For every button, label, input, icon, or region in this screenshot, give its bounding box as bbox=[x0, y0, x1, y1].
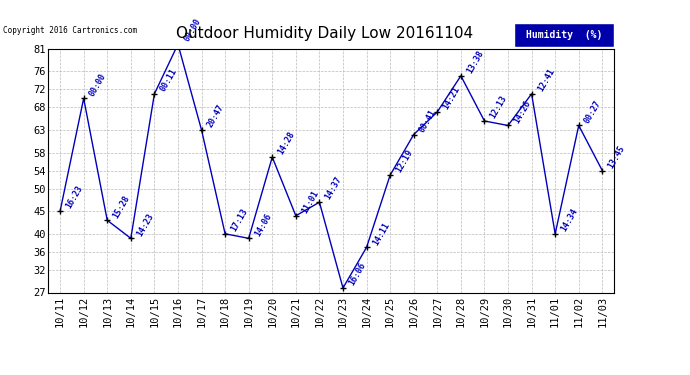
Text: 12:13: 12:13 bbox=[489, 94, 509, 120]
Text: 00:41: 00:41 bbox=[418, 108, 438, 134]
Text: 15:28: 15:28 bbox=[111, 194, 132, 219]
Text: 16:06: 16:06 bbox=[347, 261, 368, 287]
Text: 14:28: 14:28 bbox=[277, 130, 297, 156]
Text: Humidity  (%): Humidity (%) bbox=[526, 30, 602, 40]
Text: 14:37: 14:37 bbox=[324, 175, 344, 201]
Text: 17:13: 17:13 bbox=[229, 207, 250, 233]
Text: 11:01: 11:01 bbox=[300, 189, 320, 215]
Text: 14:21: 14:21 bbox=[442, 85, 462, 111]
Text: 14:06: 14:06 bbox=[253, 211, 273, 237]
Text: Outdoor Humidity Daily Low 20161104: Outdoor Humidity Daily Low 20161104 bbox=[176, 26, 473, 41]
Text: 00:00: 00:00 bbox=[88, 72, 108, 98]
Text: 00:00: 00:00 bbox=[182, 17, 202, 44]
Text: 14:26: 14:26 bbox=[512, 99, 533, 125]
Text: 00:11: 00:11 bbox=[159, 67, 179, 93]
Text: 16:23: 16:23 bbox=[64, 184, 85, 210]
Text: Copyright 2016 Cartronics.com: Copyright 2016 Cartronics.com bbox=[3, 26, 137, 35]
Text: 13:45: 13:45 bbox=[607, 144, 627, 170]
Text: 12:19: 12:19 bbox=[394, 148, 415, 174]
Text: 13:38: 13:38 bbox=[465, 49, 485, 75]
Text: 14:11: 14:11 bbox=[371, 220, 391, 247]
Text: 00:27: 00:27 bbox=[583, 99, 603, 125]
Text: 20:47: 20:47 bbox=[206, 103, 226, 129]
Text: 14:23: 14:23 bbox=[135, 211, 155, 237]
Text: 14:34: 14:34 bbox=[560, 207, 580, 233]
Text: 12:41: 12:41 bbox=[535, 67, 556, 93]
